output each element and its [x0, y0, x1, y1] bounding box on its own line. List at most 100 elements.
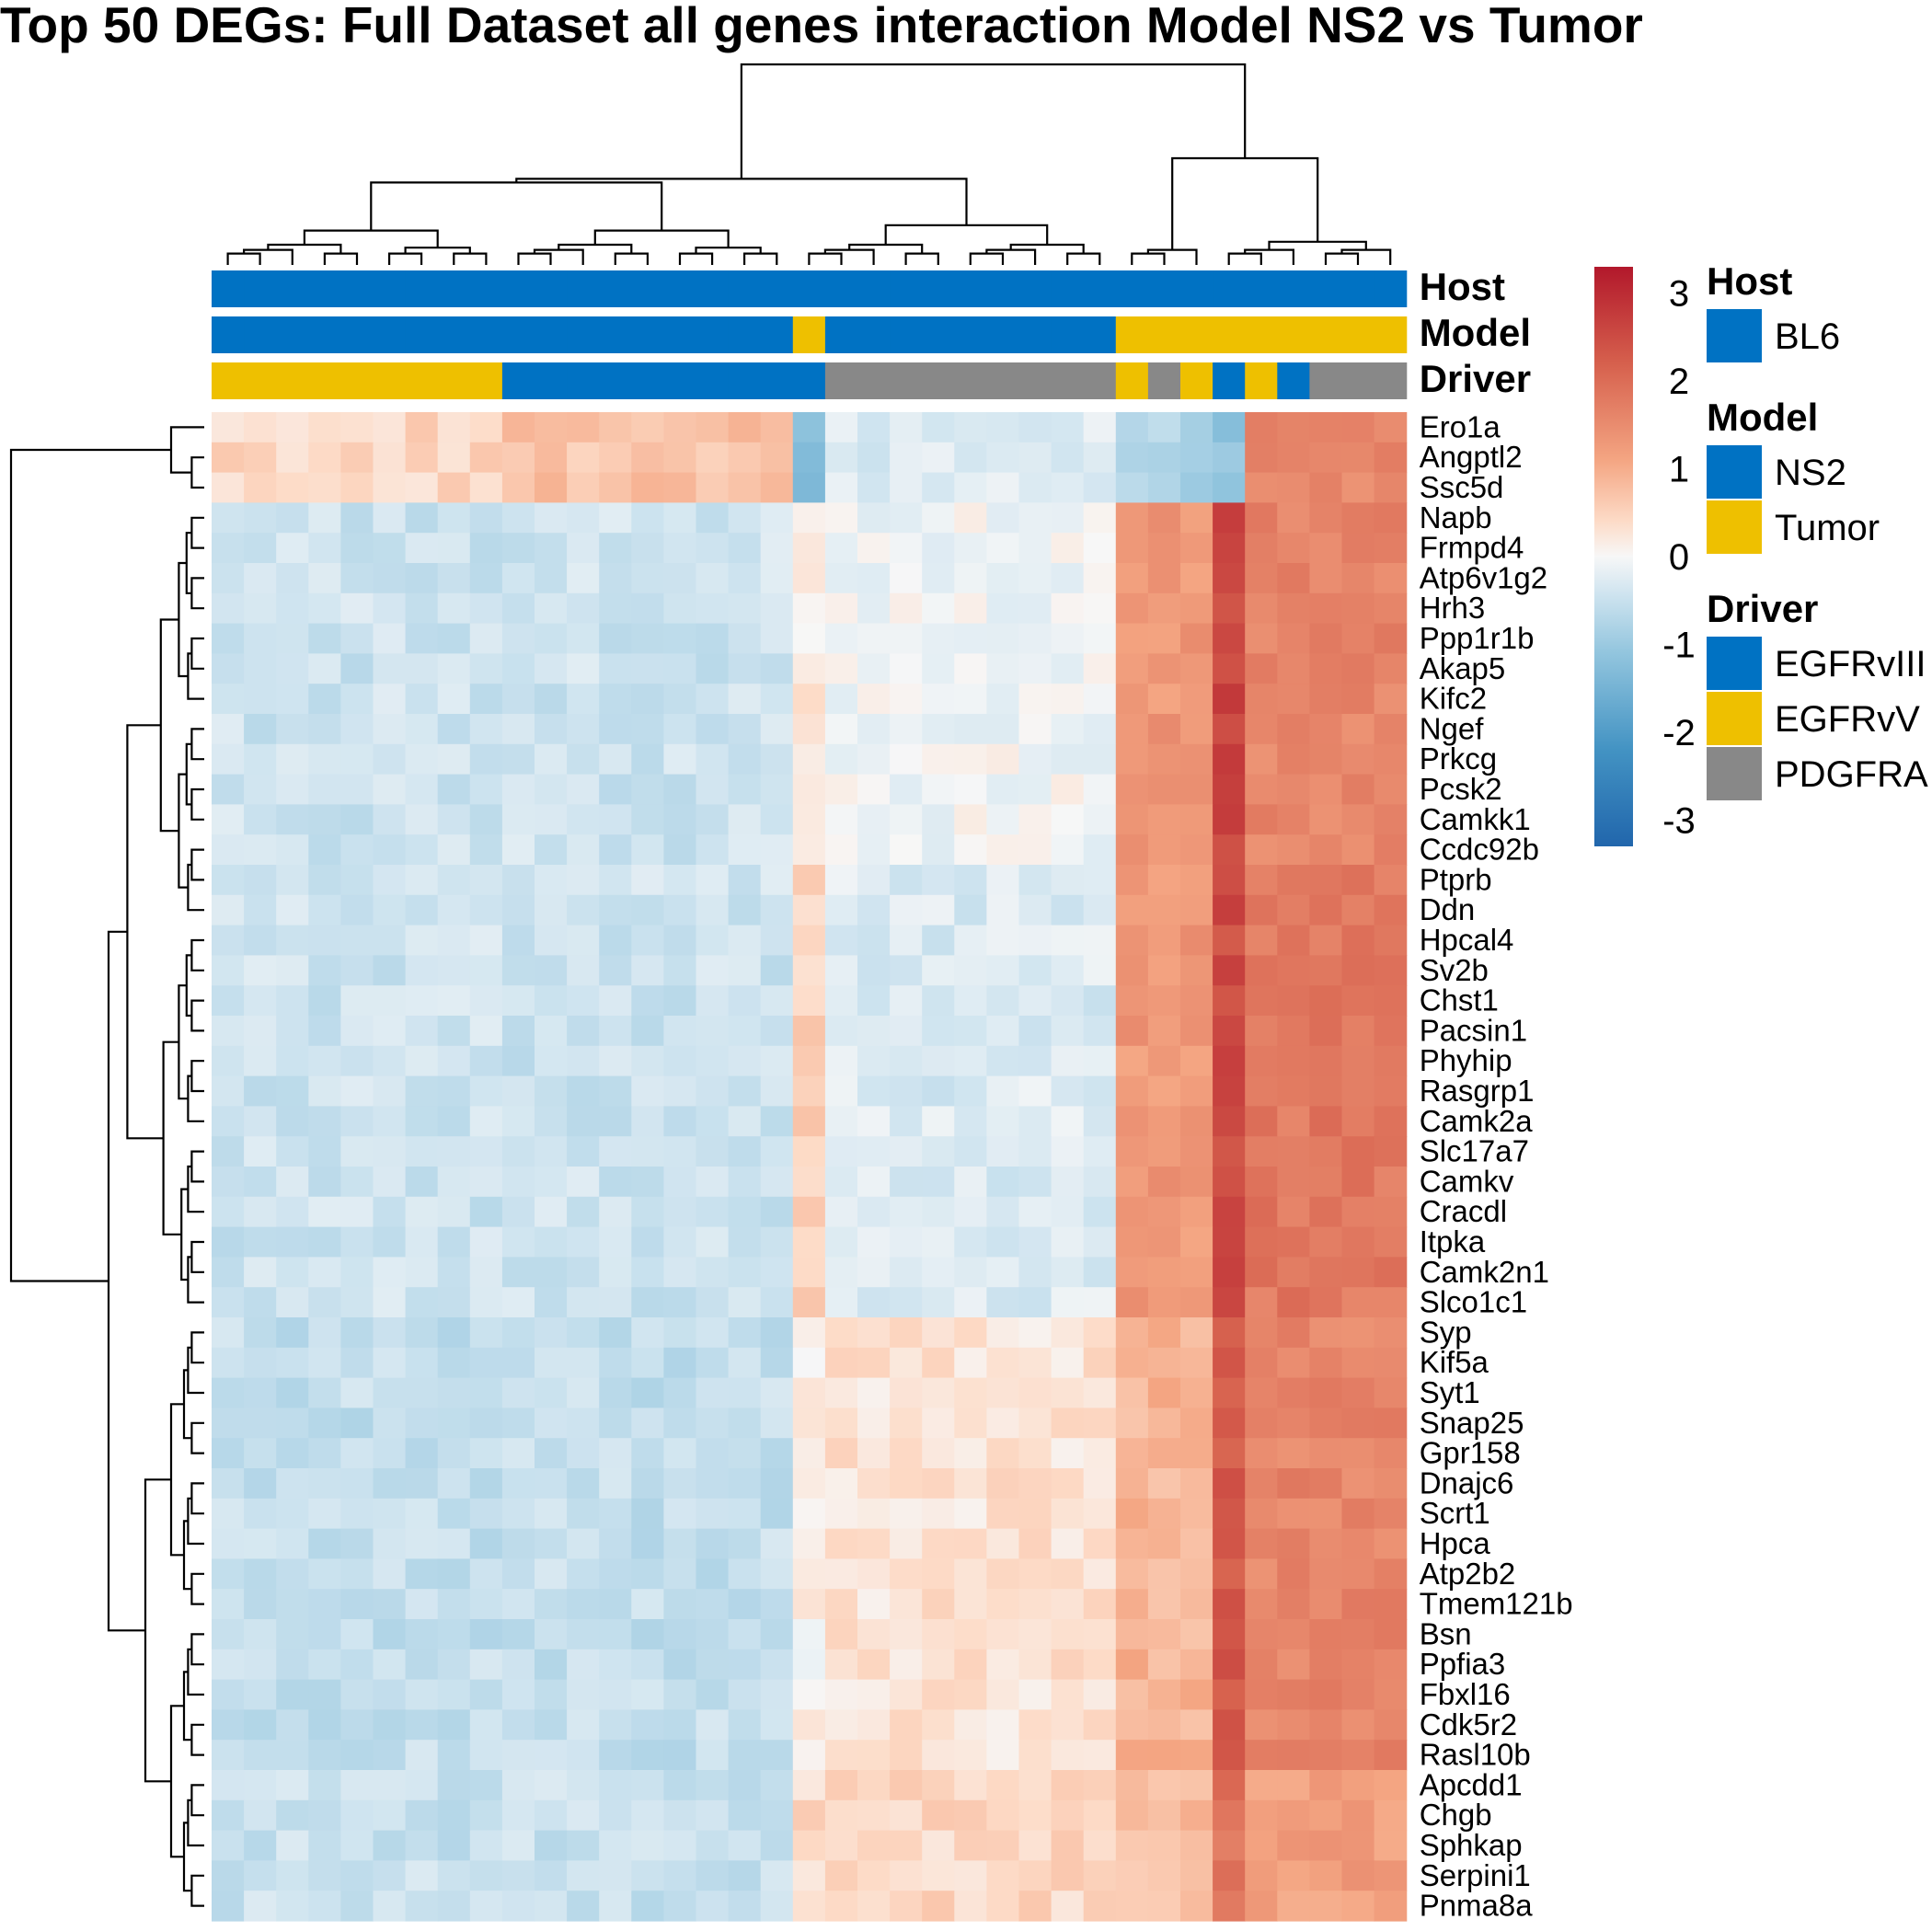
heatmap-cell [535, 653, 568, 684]
heatmap-cell [244, 955, 277, 986]
heatmap-cell [1051, 1498, 1085, 1530]
heatmap-cell [857, 925, 891, 956]
heatmap-cell [922, 925, 955, 956]
heatmap-cell [792, 1468, 826, 1500]
heatmap-cell [469, 985, 503, 1017]
heatmap-cell [1051, 1167, 1085, 1198]
heatmap-cell [1018, 1167, 1052, 1198]
heatmap-cell [1115, 412, 1149, 443]
heatmap-cell [212, 1438, 245, 1469]
heatmap-cell [663, 412, 697, 443]
heatmap-cell [1180, 1408, 1213, 1439]
heatmap-cell [986, 1679, 1020, 1710]
heatmap-cell [501, 1136, 535, 1167]
heatmap-cell [276, 1558, 309, 1590]
heatmap-cell [1213, 1891, 1246, 1922]
heatmap-cell [890, 472, 923, 503]
gene-label: Kif5a [1420, 1345, 1489, 1379]
heatmap-cell [1341, 1589, 1375, 1620]
heatmap-cell [1374, 985, 1408, 1017]
heatmap-cell [1213, 865, 1246, 896]
heatmap-cell [1051, 1679, 1085, 1710]
heatmap-cell [501, 1377, 535, 1408]
heatmap-cell [1180, 563, 1213, 594]
heatmap-cell [276, 955, 309, 986]
dendrogram-branch [884, 224, 1049, 245]
annotation-cell [1083, 362, 1117, 399]
heatmap-cell [1180, 1075, 1213, 1107]
heatmap-cell [1277, 1679, 1310, 1710]
heatmap-cell [308, 563, 341, 594]
heatmap-cell [308, 592, 341, 625]
heatmap-cell [922, 1830, 955, 1861]
heatmap-cell [1083, 412, 1117, 443]
heatmap-cell [954, 533, 987, 564]
heatmap-cell [954, 442, 987, 474]
heatmap-cell [567, 533, 600, 564]
annotation-cell [728, 362, 762, 399]
heatmap-cell [373, 623, 407, 654]
heatmap-cell [1245, 714, 1278, 745]
heatmap-cell [340, 955, 374, 986]
heatmap-cell [567, 1106, 600, 1137]
heatmap-cell [1213, 985, 1246, 1017]
heatmap-cell [405, 472, 439, 503]
heatmap-cell [631, 1136, 664, 1167]
heatmap-cell [501, 1740, 535, 1771]
heatmap-cell [340, 925, 374, 956]
dendrogram-branch [187, 1256, 204, 1304]
heatmap-cell [631, 563, 664, 594]
heatmap-cell [954, 502, 987, 534]
heatmap-cell [986, 1045, 1020, 1077]
legend-label: BL6 [1775, 316, 1840, 357]
heatmap-cell [1309, 472, 1343, 503]
heatmap-cell [244, 1377, 277, 1408]
gene-label: Ngef [1420, 711, 1485, 745]
heatmap-cell [696, 1709, 730, 1741]
heatmap-cell [244, 653, 277, 684]
heatmap-cell [728, 955, 762, 986]
heatmap-cell [437, 684, 471, 715]
dendrogram-branch [388, 252, 423, 265]
heatmap-cell [954, 1075, 987, 1107]
heatmap-cell [244, 1649, 277, 1681]
gene-label: Atp6v1g2 [1420, 560, 1547, 594]
heatmap-cell [824, 1709, 858, 1741]
heatmap-cell [212, 1860, 245, 1891]
heatmap-cell [890, 533, 923, 564]
heatmap-cell [1213, 502, 1246, 534]
heatmap-cell [728, 1016, 762, 1047]
heatmap-cell [535, 592, 568, 625]
heatmap-cell [890, 623, 923, 654]
heatmap-cell [890, 743, 923, 776]
heatmap-cell [954, 592, 987, 625]
heatmap-cell [1309, 442, 1343, 474]
heatmap-cell [373, 1317, 407, 1349]
heatmap-cell [1147, 894, 1181, 926]
heatmap-cell [405, 1891, 439, 1922]
heatmap-cell [1147, 592, 1181, 625]
heatmap-cell [663, 774, 697, 805]
heatmap-cell [501, 834, 535, 866]
heatmap-cell [1083, 774, 1117, 805]
heatmap-cell [535, 1679, 568, 1710]
heatmap-cell [1180, 985, 1213, 1017]
annotation-cell [567, 270, 600, 307]
dendrogram-branch [187, 1799, 204, 1847]
color-scale-tick: 2 [1669, 362, 1689, 402]
heatmap-cell [469, 1317, 503, 1349]
heatmap-cell [567, 1799, 600, 1832]
gene-label: Angptl2 [1420, 440, 1523, 474]
annotation-cell [437, 316, 471, 353]
heatmap-cell [1213, 1045, 1246, 1077]
heatmap-cell [1115, 1438, 1149, 1469]
heatmap-cell [1051, 1740, 1085, 1771]
gene-label: Napb [1420, 500, 1492, 534]
heatmap-cell [1147, 1075, 1181, 1107]
heatmap-cell [1083, 1528, 1117, 1559]
heatmap-cell [1277, 1528, 1310, 1559]
heatmap-cell [1083, 743, 1117, 776]
heatmap-cell [501, 1619, 535, 1650]
heatmap-cell [1180, 1016, 1213, 1047]
heatmap-cell [1245, 1558, 1278, 1590]
